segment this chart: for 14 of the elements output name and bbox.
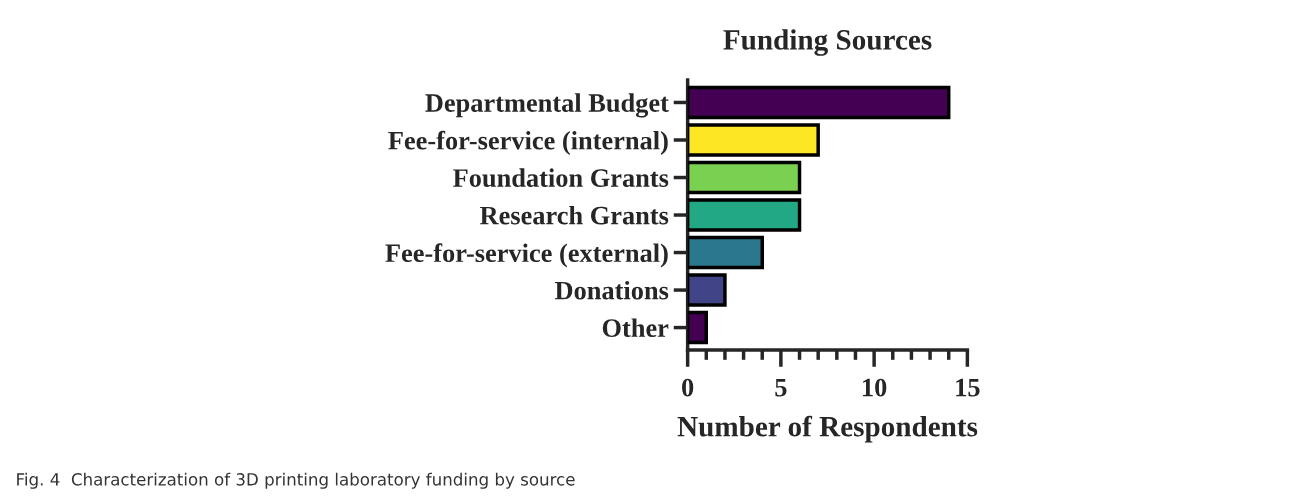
y-tick-label: Fee-for-service (external): [385, 243, 668, 268]
x-axis-title: Number of Respondents: [677, 415, 978, 443]
x-tick-label: 15: [956, 378, 980, 397]
x-tick-label: 10: [863, 378, 887, 397]
x-tick-label: 5: [775, 378, 787, 397]
y-tick-label: Departmental Budget: [425, 93, 669, 118]
y-tick-label: Research Grants: [479, 205, 669, 225]
caption: Fig. 4 Characterization of 3D printing laboratory funding by source: [17, 472, 575, 489]
y-tick-label: Fee-for-service (internal): [388, 130, 668, 155]
chart-title: Funding Sources: [723, 29, 932, 56]
y-tick-label: Foundation Grants: [453, 168, 669, 187]
x-tick-label: 0: [682, 378, 694, 397]
y-tick-label: Other: [602, 318, 669, 337]
y-tick-label: Donations: [554, 280, 669, 300]
